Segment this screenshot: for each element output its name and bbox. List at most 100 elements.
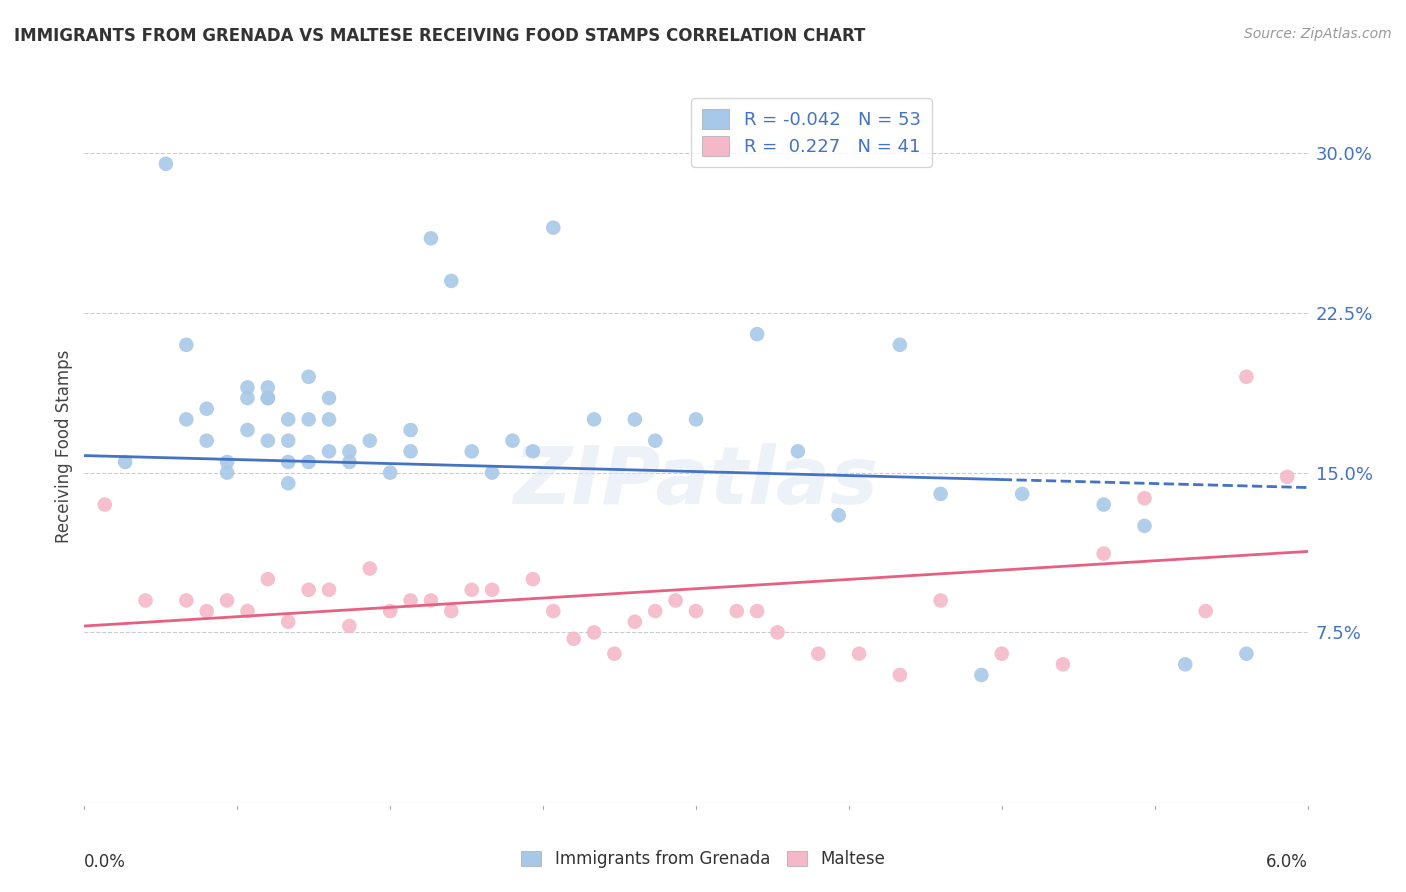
Point [828,508,851,523]
Point [298,582,321,597]
Point [277,455,299,469]
Point [522,444,544,458]
Point [155,157,177,171]
Point [848,647,870,661]
Point [440,604,463,618]
Point [685,412,707,426]
Point [665,593,688,607]
Point [217,455,239,469]
Point [195,434,218,448]
Point [807,647,830,661]
Point [624,412,647,426]
Point [399,444,422,458]
Point [277,476,299,491]
Point [787,444,810,458]
Point [1277,470,1299,484]
Point [318,444,340,458]
Point [543,220,565,235]
Point [176,338,198,352]
Point [176,412,198,426]
Point [1236,647,1258,661]
Point [1133,519,1156,533]
Text: 6.0%: 6.0% [1265,853,1308,871]
Point [420,231,443,245]
Point [277,412,299,426]
Point [725,604,748,618]
Point [747,604,769,618]
Point [135,593,157,607]
Point [236,380,259,394]
Point [257,391,280,405]
Point [114,455,136,469]
Point [339,455,361,469]
Point [929,487,952,501]
Point [277,615,299,629]
Point [217,466,239,480]
Point [380,604,402,618]
Point [380,466,402,480]
Point [889,668,911,682]
Point [318,582,340,597]
Point [929,593,952,607]
Point [644,434,666,448]
Point [359,561,381,575]
Point [603,647,626,661]
Point [1092,498,1115,512]
Point [543,604,565,618]
Point [399,593,422,607]
Point [583,625,606,640]
Point [1092,547,1115,561]
Point [93,498,117,512]
Point [440,274,463,288]
Point [236,391,259,405]
Point [1174,657,1197,672]
Point [747,327,769,342]
Point [461,582,484,597]
Point [461,444,484,458]
Point [257,380,280,394]
Point [1195,604,1218,618]
Point [257,572,280,586]
Point [236,423,259,437]
Point [481,582,503,597]
Legend: R = -0.042   N = 53, R =  0.227   N = 41: R = -0.042 N = 53, R = 0.227 N = 41 [692,98,932,167]
Point [766,625,789,640]
Point [176,593,198,607]
Point [644,604,666,618]
Text: ZIPatlas: ZIPatlas [513,442,879,521]
Text: Source: ZipAtlas.com: Source: ZipAtlas.com [1244,27,1392,41]
Point [399,423,422,437]
Point [1236,369,1258,384]
Point [889,338,911,352]
Point [339,619,361,633]
Point [217,593,239,607]
Point [481,466,503,480]
Point [298,369,321,384]
Point [562,632,585,646]
Point [420,593,443,607]
Point [339,444,361,458]
Point [970,668,993,682]
Legend: Immigrants from Grenada, Maltese: Immigrants from Grenada, Maltese [515,844,891,875]
Point [583,412,606,426]
Point [277,434,299,448]
Text: 0.0%: 0.0% [84,853,127,871]
Point [1052,657,1074,672]
Point [1133,491,1156,506]
Point [298,412,321,426]
Point [522,572,544,586]
Point [502,434,524,448]
Point [991,647,1014,661]
Point [318,412,340,426]
Point [195,604,218,618]
Point [624,615,647,629]
Point [236,604,259,618]
Point [359,434,381,448]
Point [257,391,280,405]
Point [318,391,340,405]
Text: IMMIGRANTS FROM GRENADA VS MALTESE RECEIVING FOOD STAMPS CORRELATION CHART: IMMIGRANTS FROM GRENADA VS MALTESE RECEI… [14,27,866,45]
Point [195,401,218,416]
Point [1011,487,1033,501]
Point [685,604,707,618]
Point [298,455,321,469]
